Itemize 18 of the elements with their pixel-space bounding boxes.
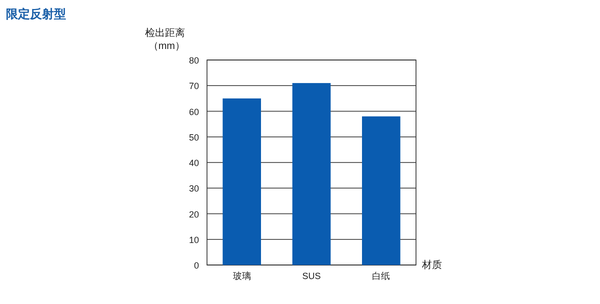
x-tick-label: SUS [302,271,321,281]
y-tick-label: 60 [188,106,199,117]
y-tick-label: 70 [188,81,199,92]
y-tick-label: 40 [188,158,199,168]
y-tick-label: 80 [188,56,199,66]
y-tick-label: 30 [188,184,199,194]
y-tick-label: 0 [194,260,199,270]
x-tick-label: 玻璃 [232,271,251,281]
y-tick-label: 50 [188,132,199,142]
bar [222,98,261,265]
y-tick-label: 20 [188,209,199,220]
x-tick-label: 白纸 [372,271,390,281]
y-tick-label: 10 [188,234,199,245]
y-axis-title: 检出距离（mm） [144,27,185,53]
bar [292,83,331,265]
bar [362,116,400,265]
x-axis-title: 材质 [421,259,442,271]
text: 限定反射型 [6,7,66,21]
